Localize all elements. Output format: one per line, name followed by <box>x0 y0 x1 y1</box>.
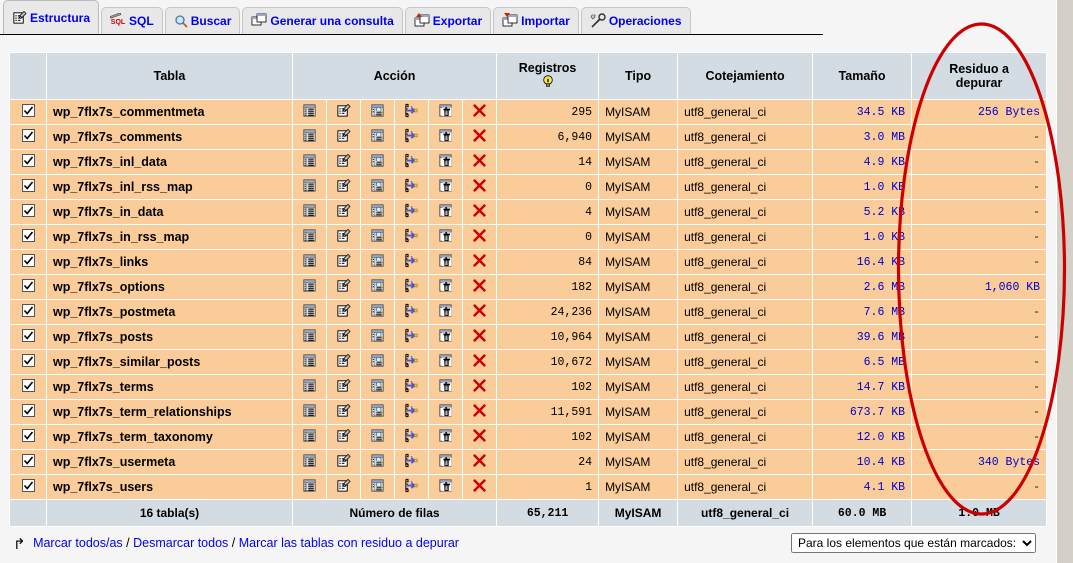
svg-text:SQL: SQL <box>111 19 126 26</box>
